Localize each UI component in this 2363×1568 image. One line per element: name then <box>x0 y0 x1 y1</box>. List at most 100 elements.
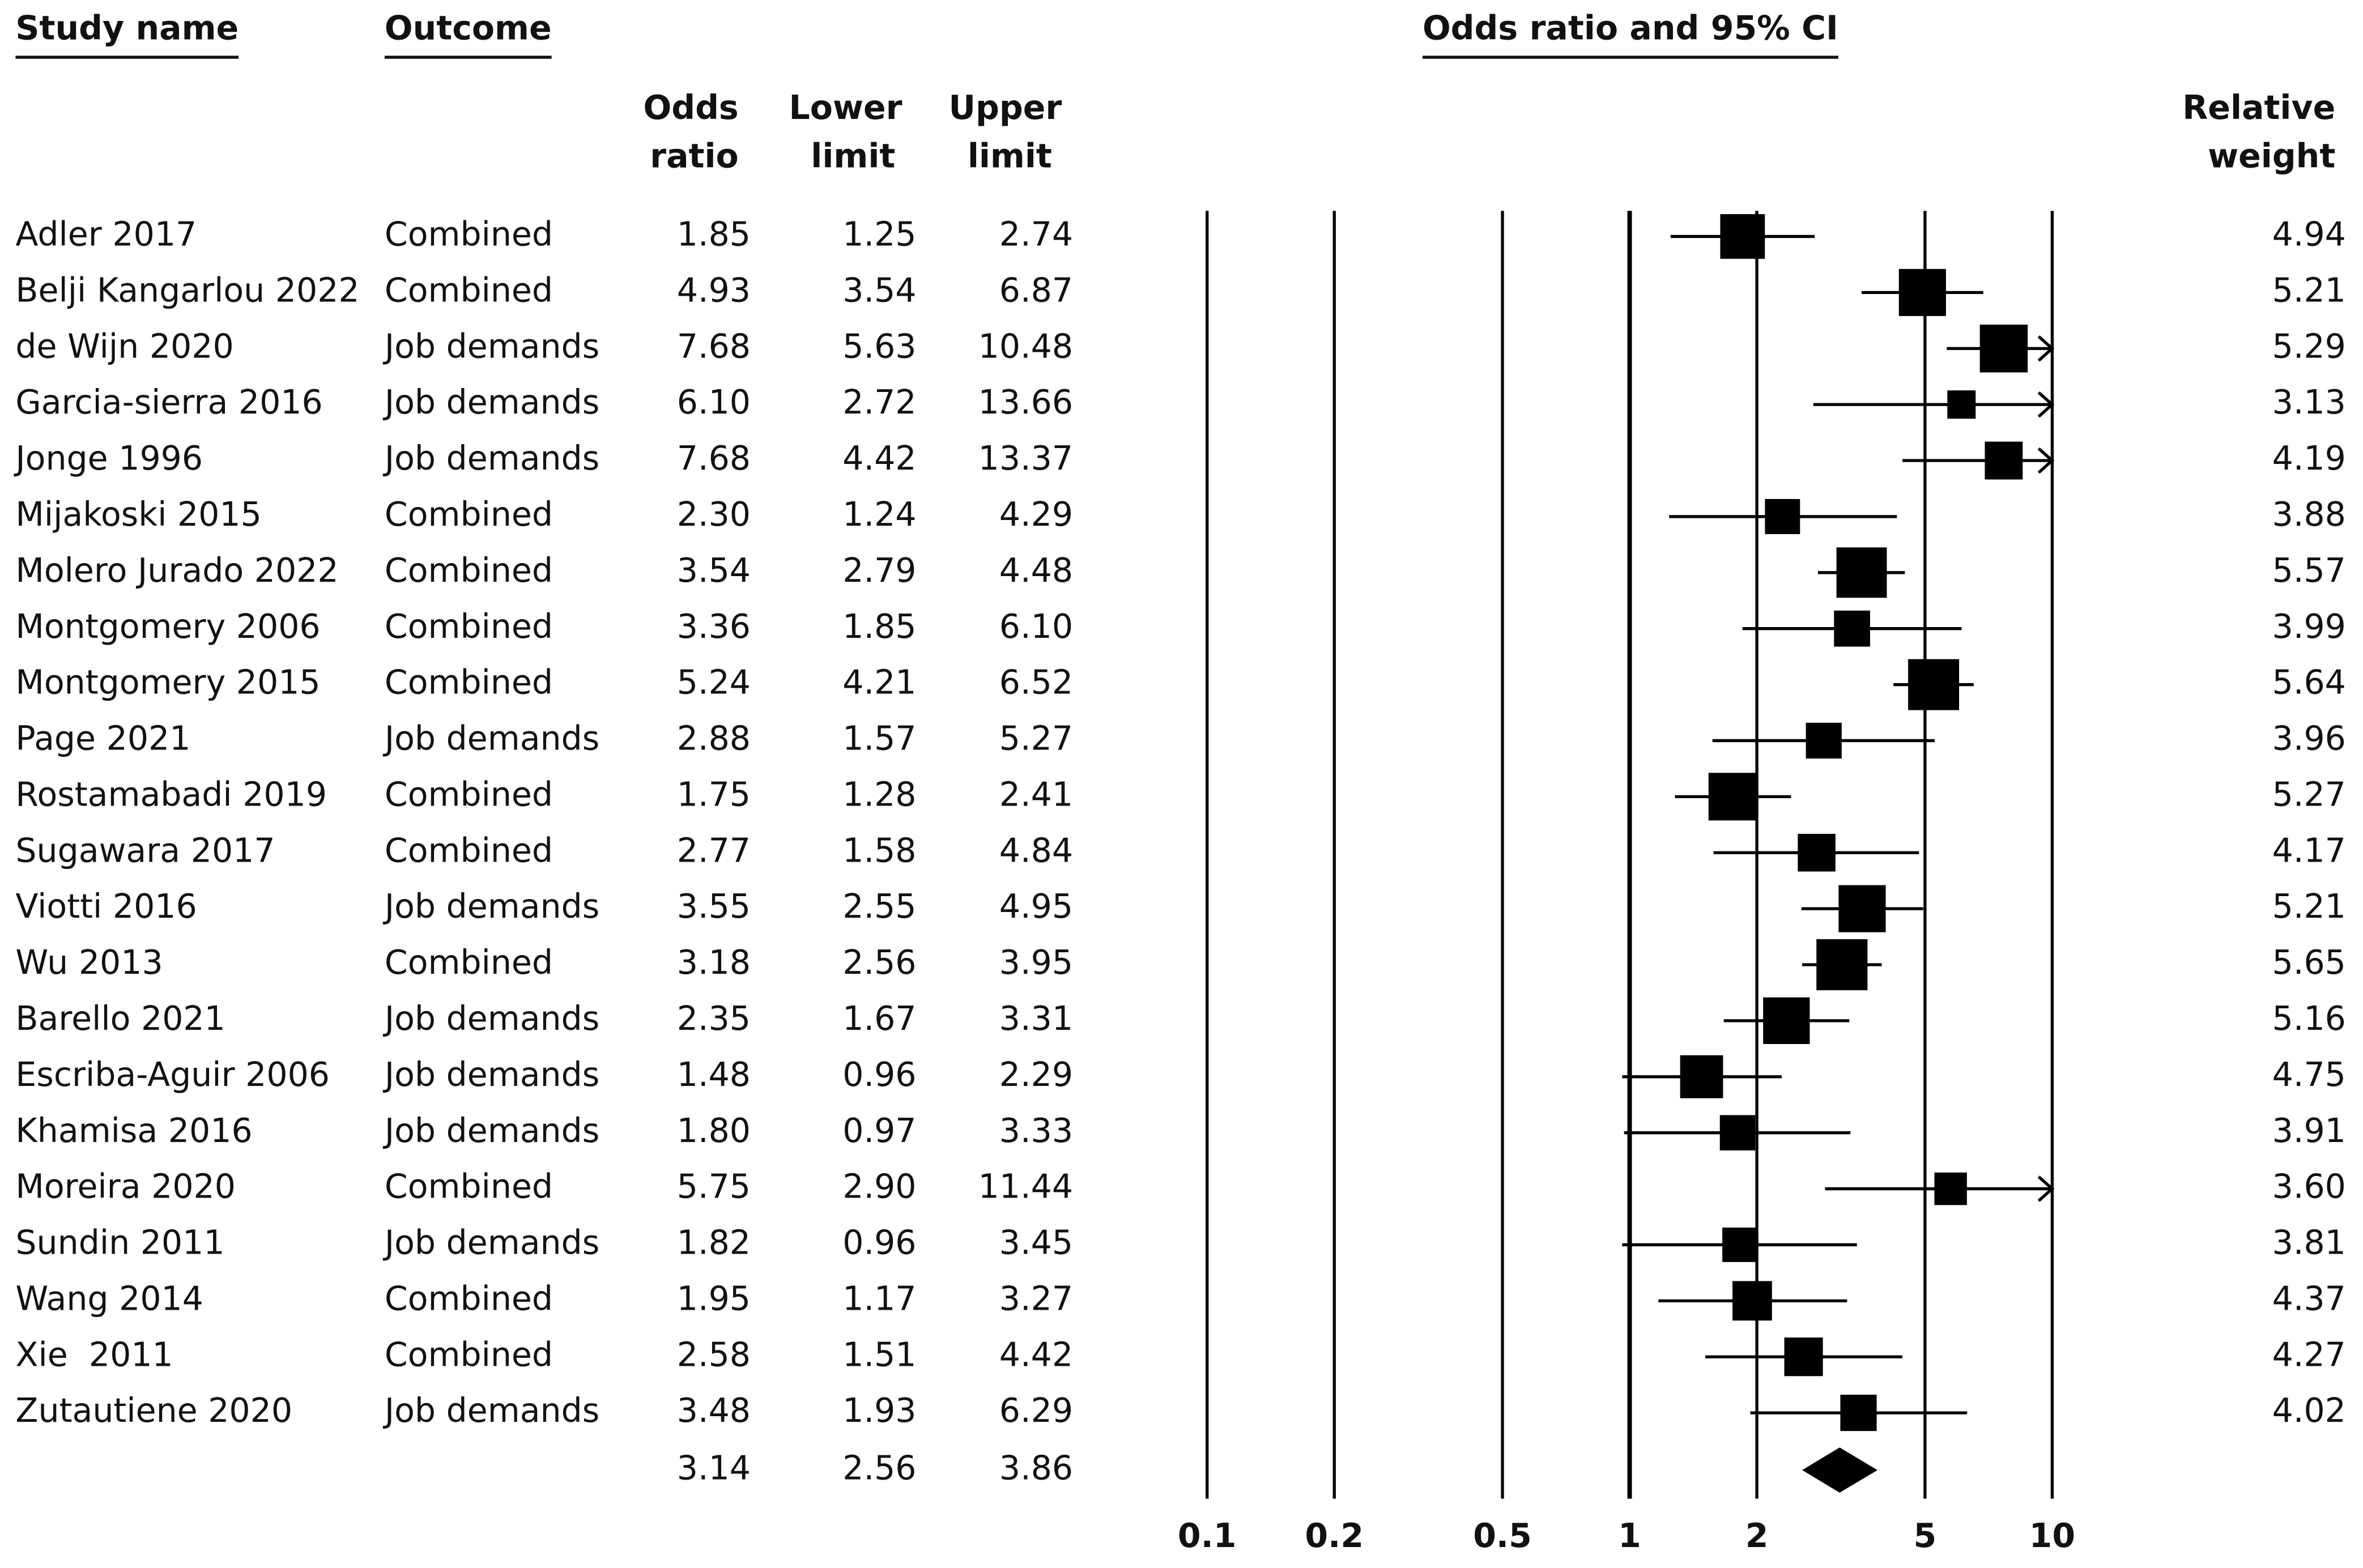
header-study: Study name <box>15 8 239 47</box>
weight-value: 3.96 <box>2272 719 2346 758</box>
lower-value: 4.42 <box>842 439 916 478</box>
study-name: Rostamabadi 2019 <box>15 775 327 813</box>
study-name: Moreira 2020 <box>15 1168 236 1206</box>
header-odds-ratio: Odds <box>643 88 738 127</box>
lower-value: 1.51 <box>842 1335 916 1374</box>
odds-ratio-value: 1.48 <box>677 1055 751 1094</box>
study-name: Jonge 1996 <box>13 439 203 478</box>
odds-ratio-value: 1.80 <box>677 1111 751 1150</box>
lower-value: 2.55 <box>842 887 916 926</box>
outcome: Job demands <box>382 1391 599 1430</box>
weight-box <box>1836 547 1887 598</box>
lower-value: 1.28 <box>842 775 916 813</box>
weight-value: 5.29 <box>2272 327 2346 365</box>
x-tick-label: 0.5 <box>1473 1516 1532 1555</box>
header-outcome: Outcome <box>385 8 552 47</box>
lower-value: 2.72 <box>842 383 916 421</box>
weight-value: 3.81 <box>2272 1224 2346 1262</box>
header-upper: limit <box>968 137 1052 175</box>
lower-value: 1.67 <box>842 999 916 1038</box>
odds-ratio-value: 7.68 <box>677 439 751 478</box>
ci-arrow <box>2037 1175 2055 1202</box>
study-name: Xie 2011 <box>15 1335 173 1374</box>
study-name: Garcia-sierra 2016 <box>15 383 322 421</box>
outcome: Job demands <box>382 1224 599 1262</box>
header-weight: weight <box>2208 137 2335 175</box>
upper-value: 2.74 <box>999 215 1073 254</box>
weight-value: 4.19 <box>2272 439 2346 478</box>
weight-value: 5.57 <box>2272 551 2346 590</box>
odds-ratio-value: 2.35 <box>677 999 751 1038</box>
odds-ratio-value: 1.75 <box>677 775 751 813</box>
upper-value: 11.44 <box>978 1168 1073 1206</box>
outcome: Combined <box>385 1279 553 1318</box>
x-tick-label: 5 <box>1914 1516 1937 1555</box>
weight-value: 3.91 <box>2272 1111 2346 1150</box>
lower-value: 4.21 <box>842 663 916 702</box>
study-name: Escriba-Aguir 2006 <box>15 1055 330 1094</box>
upper-value: 4.48 <box>999 551 1073 590</box>
weight-value: 5.21 <box>2272 271 2346 309</box>
upper-value: 6.29 <box>999 1391 1073 1430</box>
x-tick-label: 1 <box>1618 1516 1641 1555</box>
weight-value: 4.37 <box>2272 1279 2346 1318</box>
outcome: Combined <box>385 551 553 590</box>
study-name: Mijakoski 2015 <box>15 495 261 534</box>
weight-box <box>1722 1228 1757 1262</box>
outcome: Job demands <box>382 887 599 926</box>
odds-ratio-value: 5.75 <box>677 1168 751 1206</box>
odds-ratio-value: 5.24 <box>677 663 751 702</box>
weight-value: 5.27 <box>2272 775 2346 813</box>
upper-value: 4.42 <box>999 1335 1073 1374</box>
header-weight: Relative <box>2182 88 2335 127</box>
x-tick-label: 0.2 <box>1305 1516 1364 1555</box>
weight-value: 4.17 <box>2272 831 2346 870</box>
header-odds-ratio: ratio <box>650 137 739 175</box>
header-lower: limit <box>811 137 895 175</box>
summary-upper: 3.86 <box>999 1448 1073 1487</box>
upper-value: 3.45 <box>999 1224 1073 1262</box>
weight-box <box>1840 1395 1877 1431</box>
header-upper: Upper <box>949 88 1062 127</box>
odds-ratio-value: 2.58 <box>677 1335 751 1374</box>
odds-ratio-value: 1.82 <box>677 1224 751 1262</box>
lower-value: 0.96 <box>842 1055 916 1094</box>
outcome: Job demands <box>382 1055 599 1094</box>
weight-box <box>1720 214 1765 259</box>
study-name: Montgomery 2015 <box>15 663 320 702</box>
x-tick-label: 10 <box>2029 1516 2075 1555</box>
outcome: Combined <box>385 1168 553 1206</box>
ci-arrow <box>2037 391 2055 418</box>
weight-box <box>1680 1055 1723 1098</box>
weight-box <box>1908 659 1960 710</box>
weight-box <box>1763 997 1810 1045</box>
outcome: Combined <box>385 831 553 870</box>
weight-box <box>1708 773 1756 821</box>
odds-ratio-value: 3.36 <box>677 607 751 646</box>
study-name: de Wijn 2020 <box>15 327 233 365</box>
summary-lower: 2.56 <box>842 1448 916 1487</box>
study-name: Montgomery 2006 <box>15 607 320 646</box>
outcome: Combined <box>385 215 553 254</box>
weight-box <box>1719 1115 1756 1151</box>
odds-ratio-value: 6.10 <box>677 383 751 421</box>
weight-box <box>1979 325 2028 373</box>
weight-value: 4.02 <box>2272 1391 2346 1430</box>
upper-value: 6.52 <box>999 663 1073 702</box>
upper-value: 10.48 <box>978 327 1073 365</box>
odds-ratio-value: 2.77 <box>677 831 751 870</box>
study-name: Viotti 2016 <box>15 887 197 926</box>
weight-box <box>1947 390 1976 419</box>
odds-ratio-value: 4.93 <box>677 271 751 309</box>
study-name: Molero Jurado 2022 <box>15 551 338 590</box>
lower-value: 0.96 <box>842 1224 916 1262</box>
outcome: Job demands <box>382 327 599 365</box>
outcome: Combined <box>385 271 553 309</box>
weight-value: 4.75 <box>2272 1055 2346 1094</box>
study-name: Wang 2014 <box>15 1279 203 1318</box>
lower-value: 2.90 <box>842 1168 916 1206</box>
header-lower: Lower <box>789 88 902 127</box>
summary-odds-ratio: 3.14 <box>677 1448 751 1487</box>
weight-box <box>1834 610 1870 647</box>
outcome: Combined <box>385 607 553 646</box>
